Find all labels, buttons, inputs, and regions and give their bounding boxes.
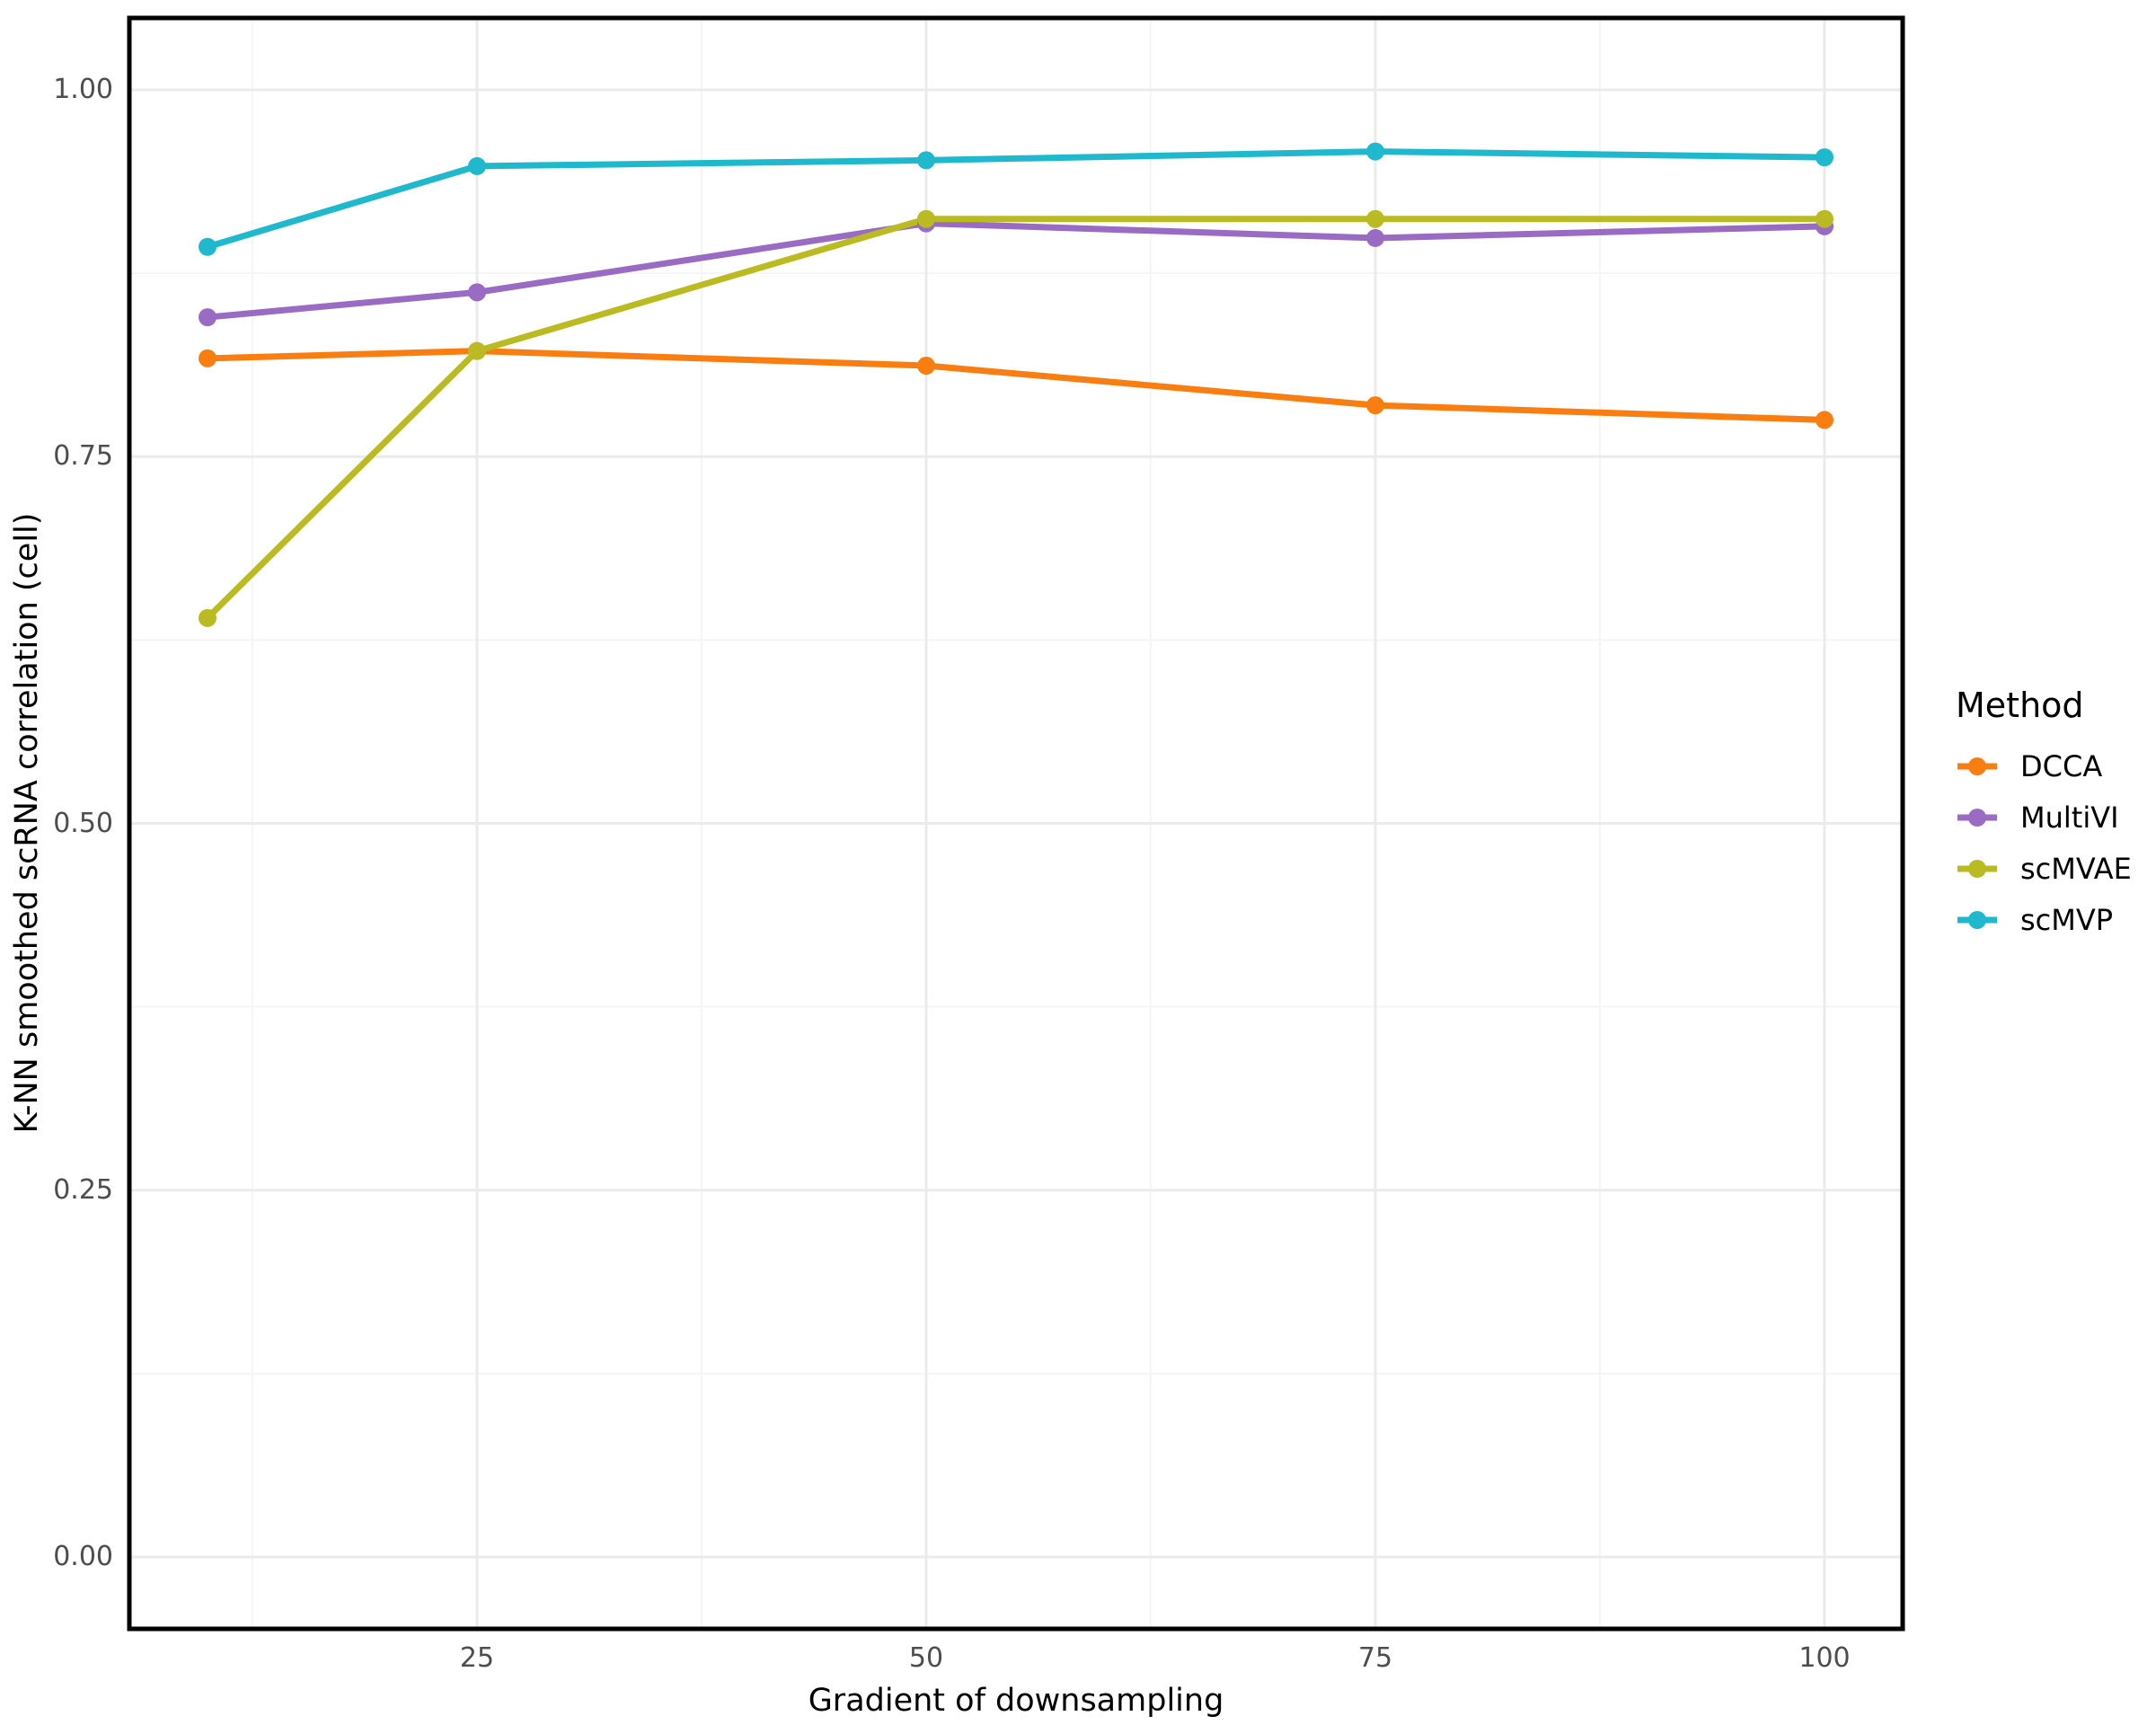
data-point-scmvae-x10 — [199, 608, 216, 627]
legend-label: DCCA — [2020, 748, 2103, 783]
y-tick-label-0.75: 0.75 — [53, 440, 113, 473]
y-axis-title: K-NN smoothed scRNA correlation (cell) — [9, 512, 45, 1134]
legend-label: scMVAE — [2020, 851, 2132, 886]
y-tick-label-1.00: 1.00 — [53, 74, 113, 105]
legend-item-scmvp: scMVP — [1956, 894, 2132, 945]
data-point-dcca-x100 — [1816, 411, 1833, 429]
data-point-scmvae-x50 — [917, 209, 935, 228]
series-line-scmvae — [204, 216, 1828, 622]
legend-title: Method — [1956, 686, 2084, 725]
legend-item-scmvae: scMVAE — [1956, 843, 2132, 894]
y-tick-label-0.25: 0.25 — [53, 1173, 113, 1206]
legend-items: DCCA MultiVI scMVAE scMVP — [1956, 740, 2132, 945]
data-point-dcca-x50 — [917, 357, 935, 376]
x-axis-title: Gradient of downsampling — [808, 1683, 1224, 1719]
data-point-scmvae-x25 — [468, 341, 486, 360]
series-line-multivi — [204, 220, 1828, 321]
x-tick-label-75: 75 — [1357, 1642, 1393, 1674]
legend-item-multivi: MultiVI — [1956, 792, 2132, 843]
legend: Method DCCA MultiVI scMVAE scMVP — [1956, 685, 2132, 945]
panel-border — [127, 15, 1905, 1632]
data-point-dcca-x75 — [1366, 396, 1384, 415]
y-tick-label-0.00: 0.00 — [53, 1540, 113, 1572]
data-point-scmvp-x100 — [1816, 148, 1833, 167]
y-tick-label-0.50: 0.50 — [53, 807, 113, 839]
data-point-scmvp-x25 — [468, 156, 486, 175]
data-point-dcca-x10 — [199, 349, 216, 367]
data-point-scmvae-x75 — [1366, 209, 1384, 228]
legend-key-icon — [1957, 808, 1997, 827]
data-point-multivi-x25 — [468, 283, 486, 302]
data-point-multivi-x10 — [199, 308, 216, 327]
legend-item-dcca: DCCA — [1956, 740, 2132, 792]
data-point-scmvae-x100 — [1816, 209, 1833, 228]
data-point-multivi-x75 — [1366, 228, 1384, 247]
data-point-scmvp-x10 — [199, 237, 216, 256]
legend-key-icon — [1957, 756, 1997, 775]
legend-key-icon — [1957, 910, 1997, 929]
legend-label: MultiVI — [2020, 800, 2119, 835]
data-point-scmvp-x50 — [917, 151, 935, 170]
data-point-scmvp-x75 — [1366, 142, 1384, 161]
x-tick-label-25: 25 — [459, 1642, 495, 1674]
series-line-dcca — [204, 348, 1828, 423]
x-tick-label-50: 50 — [908, 1642, 944, 1674]
x-tick-label-100: 100 — [1798, 1642, 1851, 1674]
legend-label: scMVP — [2020, 902, 2114, 937]
legend-key-icon — [1957, 859, 1997, 878]
